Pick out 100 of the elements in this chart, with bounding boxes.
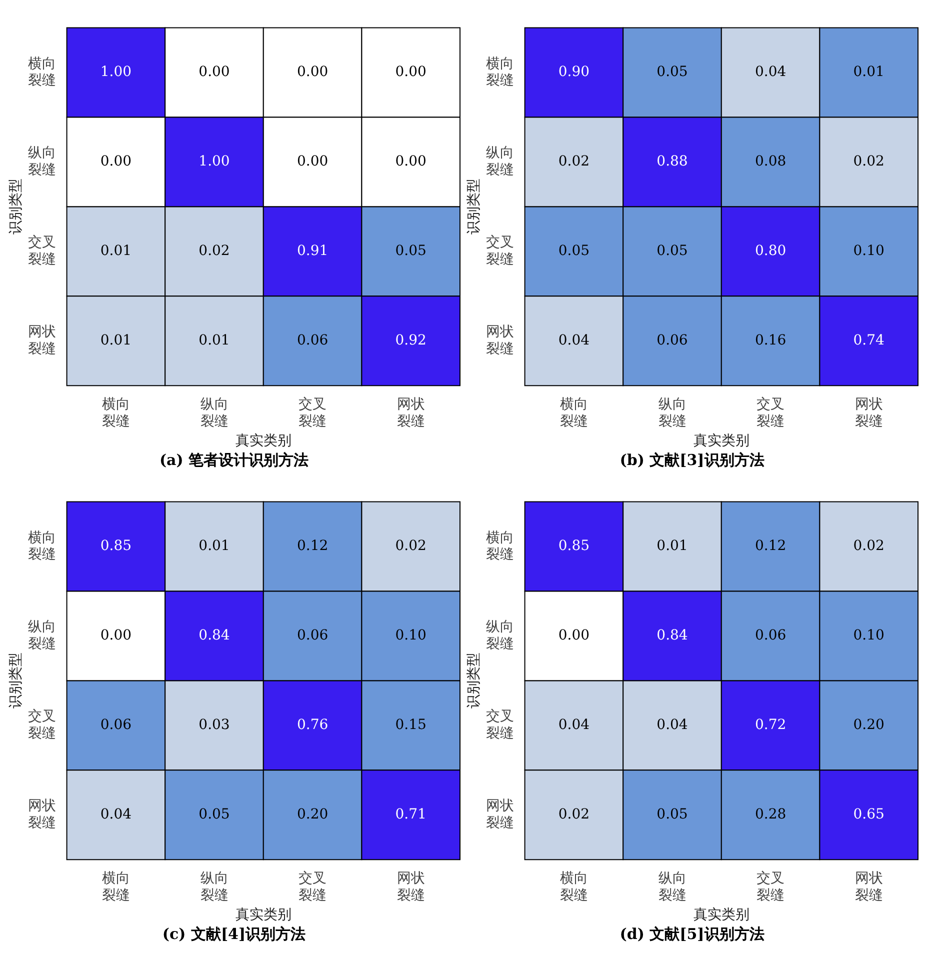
data-label: 0.03	[198, 717, 230, 734]
x-tick-label: 交叉裂缝	[298, 870, 327, 904]
y-axis-title: 识别类型	[466, 178, 482, 235]
x-tick-label: 网状裂缝	[854, 396, 883, 430]
data-label: 0.02	[395, 538, 426, 554]
data-label: 0.05	[656, 64, 688, 80]
data-label: 0.92	[395, 332, 426, 349]
y-tick-label: 网状裂缝	[486, 798, 514, 831]
x-tick-label: 纵向裂缝	[200, 396, 228, 430]
x-tick-label: 纵向裂缝	[658, 870, 686, 904]
x-tick-label: 网状裂缝	[854, 870, 883, 904]
y-axis-title: 识别类型	[8, 652, 24, 709]
data-label: 0.00	[100, 628, 132, 644]
y-tick-label: 横向裂缝	[28, 56, 56, 89]
y-tick-label: 网状裂缝	[28, 324, 56, 357]
x-tick-label: 纵向裂缝	[200, 870, 228, 904]
x-tick-label: 横向裂缝	[560, 870, 588, 904]
text: (d) 文献[5]识别方法	[620, 924, 764, 943]
data-label: 0.72	[754, 717, 786, 734]
data-label: 0.71	[395, 806, 426, 823]
x-axis-title: 真实类别	[235, 907, 292, 924]
x-axis-title: 真实类别	[693, 433, 750, 450]
data-label: 0.10	[853, 243, 884, 260]
y-tick-label: 横向裂缝	[28, 530, 56, 563]
data-label: 0.01	[656, 538, 688, 554]
x-axis-title: 真实类别	[693, 907, 750, 924]
data-label: 0.02	[198, 243, 230, 260]
data-label: 0.01	[100, 332, 132, 349]
data-label: 1.00	[198, 154, 230, 170]
data-label: 0.06	[100, 717, 132, 734]
data-label: 0.20	[853, 717, 884, 734]
text: (b) 文献[3]识别方法	[620, 450, 764, 469]
data-label: 0.00	[558, 628, 590, 644]
data-label: 0.90	[558, 64, 590, 80]
y-axis-title: 识别类型	[466, 652, 482, 709]
data-label: 0.02	[558, 154, 590, 170]
data-label: 0.04	[558, 717, 590, 734]
data-label: 0.84	[198, 628, 230, 644]
data-label: 0.00	[198, 64, 230, 80]
y-axis-title: 识别类型	[8, 178, 24, 235]
data-label: 0.05	[558, 243, 590, 260]
y-tick-label: 交叉裂缝	[486, 234, 514, 268]
x-tick-label: 网状裂缝	[396, 396, 425, 430]
data-label: 0.06	[296, 628, 328, 644]
data-label: 0.80	[754, 243, 786, 260]
data-label: 0.00	[296, 64, 328, 80]
data-label: 0.05	[656, 806, 688, 823]
data-label: 0.85	[100, 538, 132, 554]
y-tick-label: 交叉裂缝	[28, 708, 56, 742]
data-label: 0.00	[395, 64, 426, 80]
data-label: 0.00	[296, 154, 328, 170]
data-label: 0.65	[853, 806, 884, 823]
data-label: 0.15	[395, 717, 426, 734]
y-tick-label: 横向裂缝	[486, 56, 514, 89]
data-label: 0.06	[754, 628, 786, 644]
data-label: 0.88	[656, 154, 688, 170]
y-tick-label: 网状裂缝	[486, 324, 514, 357]
x-tick-label: 纵向裂缝	[658, 396, 686, 430]
x-axis-title: 真实类别	[235, 433, 292, 450]
x-tick-label: 横向裂缝	[102, 396, 130, 430]
data-label: 0.04	[100, 806, 132, 823]
data-label: 0.01	[853, 64, 884, 80]
data-label: 0.16	[754, 332, 786, 349]
data-label: 0.01	[198, 332, 230, 349]
x-tick-label: 交叉裂缝	[756, 396, 785, 430]
data-label: 0.04	[754, 64, 786, 80]
x-tick-label: 网状裂缝	[396, 870, 425, 904]
data-label: 0.84	[656, 628, 688, 644]
data-label: 0.06	[656, 332, 688, 349]
data-label: 0.01	[100, 243, 132, 260]
data-label: 0.74	[853, 332, 885, 349]
data-label: 0.04	[656, 717, 688, 734]
y-tick-label: 横向裂缝	[486, 530, 514, 563]
data-label: 0.05	[656, 243, 688, 260]
data-label: 0.85	[558, 538, 590, 554]
y-tick-label: 网状裂缝	[28, 798, 56, 831]
data-label: 0.01	[198, 538, 230, 554]
text: (a) 笔者设计识别方法	[159, 450, 309, 469]
x-tick-label: 横向裂缝	[560, 396, 588, 430]
x-tick-label: 横向裂缝	[102, 870, 130, 904]
x-tick-label: 交叉裂缝	[756, 870, 785, 904]
data-label: 0.20	[296, 806, 328, 823]
data-label: 0.05	[395, 243, 426, 260]
data-label: 0.10	[853, 628, 884, 644]
data-label: 0.10	[395, 628, 426, 644]
y-tick-label: 交叉裂缝	[28, 234, 56, 268]
data-label: 0.02	[558, 806, 590, 823]
data-label: 0.02	[853, 154, 884, 170]
data-label: 0.02	[853, 538, 884, 554]
y-tick-label: 纵向裂缝	[486, 145, 514, 178]
data-label: 0.00	[395, 154, 426, 170]
data-label: 1.00	[100, 64, 132, 80]
data-label: 0.28	[754, 806, 786, 823]
data-label: 0.12	[296, 538, 328, 554]
data-label: 0.12	[754, 538, 786, 554]
data-label: 0.04	[558, 332, 590, 349]
data-label: 0.00	[100, 154, 132, 170]
data-label: 0.06	[296, 332, 328, 349]
y-tick-label: 纵向裂缝	[486, 619, 514, 652]
x-tick-label: 交叉裂缝	[298, 396, 327, 430]
